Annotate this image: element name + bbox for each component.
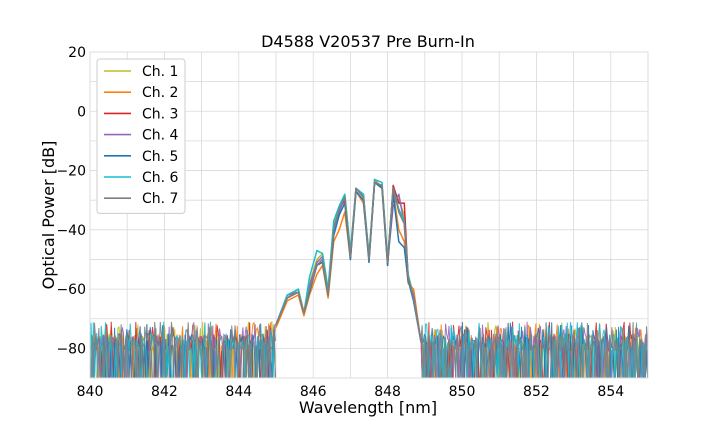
legend-label: Ch. 5 (142, 149, 178, 165)
noise-floor-group (89, 321, 649, 379)
legend-label: Ch. 6 (142, 170, 179, 186)
noise-floor-trace (90, 321, 276, 379)
x-axis-label: Wavelength [nm] (299, 398, 437, 417)
noise-floor-trace (420, 321, 649, 379)
x-tick-label: 844 (225, 384, 252, 400)
series-line (275, 181, 422, 343)
plot-frame (89, 51, 649, 379)
legend-label: Ch. 4 (142, 128, 179, 144)
x-tick-label: 848 (374, 384, 401, 400)
x-tick-labels: 840 842 844 846 848 850 852 854 (77, 384, 625, 400)
y-tick-label: 0 (77, 104, 86, 120)
legend-box (96, 58, 186, 214)
x-tick-label: 846 (300, 384, 327, 400)
y-axis-label: Optical Power [dB] (39, 141, 58, 290)
chart-title: D4588 V20537 Pre Burn-In (261, 32, 475, 51)
legend-label: Ch. 1 (142, 64, 178, 80)
legend: Ch. 1 Ch. 2 Ch. 3 Ch. 4 Ch. 5 Ch. 6 Ch. 7 (96, 58, 186, 214)
x-tick-label: 840 (77, 384, 104, 400)
y-tick-label: −20 (56, 164, 86, 180)
x-tick-label: 854 (597, 384, 624, 400)
legend-label: Ch. 2 (142, 85, 178, 101)
y-tick-label: −40 (56, 223, 86, 239)
y-tick-label: −80 (56, 341, 86, 357)
legend-label: Ch. 3 (142, 106, 178, 122)
legend-label: Ch. 7 (142, 191, 178, 207)
series-lines (275, 178, 422, 343)
y-tick-label: −60 (56, 282, 86, 298)
x-tick-label: 842 (151, 384, 178, 400)
y-tick-labels: −80 −60 −40 −20 0 20 (56, 45, 86, 357)
x-tick-label: 852 (523, 384, 550, 400)
y-tick-label: 20 (68, 45, 86, 61)
x-tick-label: 850 (449, 384, 476, 400)
